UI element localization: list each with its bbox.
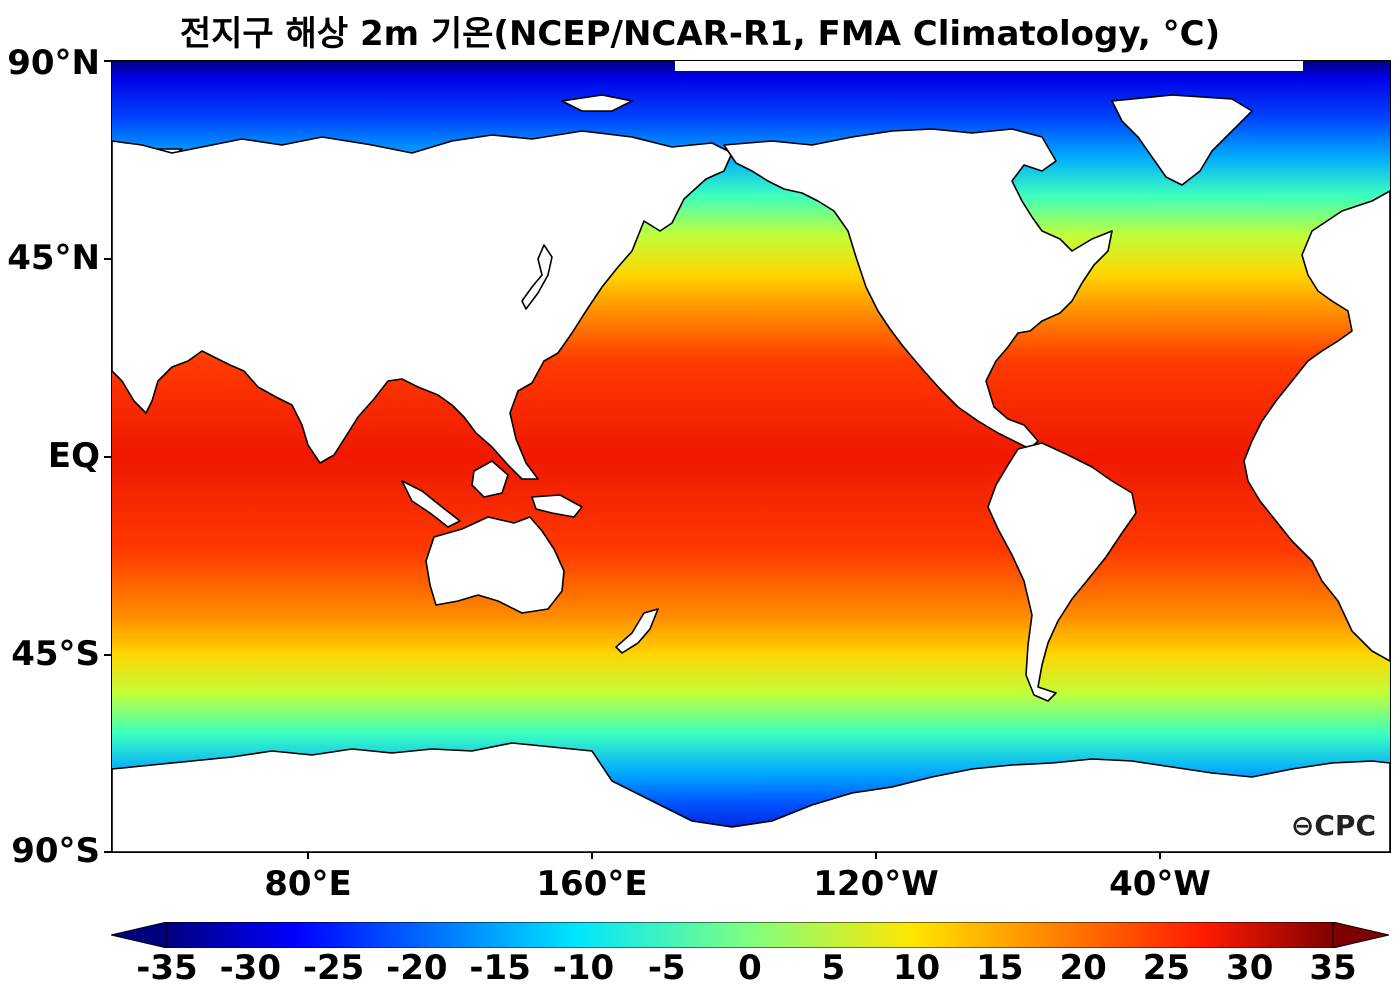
colorbar-tick-label: 15 <box>976 948 1024 988</box>
lat-tick <box>104 851 111 853</box>
ocpc-logo: ⊖CPC <box>1291 809 1376 842</box>
lon-tick <box>591 852 593 859</box>
lat-label-90n: 90°N <box>7 43 100 83</box>
temperature-field <box>112 61 1390 852</box>
colorbar-tick-label: 25 <box>1142 948 1191 988</box>
land-arctic-island <box>561 94 633 112</box>
lat-label-eq: EQ <box>47 436 100 476</box>
land-europe-africa <box>1243 190 1390 662</box>
logo-text: CPC <box>1314 809 1376 842</box>
colorbar-gradient <box>166 922 1334 948</box>
colorbar <box>111 922 1389 948</box>
lon-label-160e: 160°E <box>536 864 648 904</box>
land-south-america <box>987 442 1137 702</box>
colorbar-tick-label: 35 <box>1309 948 1357 988</box>
lat-label-45n: 45°N <box>7 238 100 278</box>
missing-data-strip <box>675 61 1303 71</box>
lon-label-40w: 40°W <box>1109 864 1211 904</box>
colorbar-tick-label: 0 <box>738 948 762 988</box>
colorbar-tick-label: 5 <box>821 948 846 988</box>
colorbar-tick-label: -20 <box>386 948 448 988</box>
lon-tick <box>307 852 309 859</box>
land-new-guinea <box>531 494 583 518</box>
lon-label-80e: 80°E <box>264 864 352 904</box>
land-indonesia <box>401 480 461 528</box>
colorbar-tick-label: 20 <box>1059 948 1107 988</box>
lon-tick <box>875 852 877 859</box>
land-australia <box>425 516 565 614</box>
colorbar-tick-label: -15 <box>469 948 531 988</box>
lat-tick <box>104 456 111 458</box>
land-new-zealand <box>615 608 659 654</box>
lat-tick <box>104 258 111 260</box>
land-borneo <box>471 460 509 498</box>
land-greenland <box>1111 94 1253 186</box>
lat-tick <box>104 60 111 62</box>
lat-tick <box>104 654 111 656</box>
land-north-america <box>723 128 1113 450</box>
map-title: 전지구 해상 2m 기온(NCEP/NCAR-R1, FMA Climatolo… <box>179 14 1221 54</box>
colorbar-min-extend <box>111 922 168 948</box>
colorbar-tick-label: -5 <box>647 948 686 988</box>
land-eurasia <box>112 130 733 480</box>
colorbar-tick-label: -25 <box>302 948 365 988</box>
lat-label-45s: 45°S <box>11 634 100 674</box>
colorbar-tick-label: -30 <box>219 948 281 988</box>
land-antarctica <box>112 742 1390 852</box>
lat-label-90s: 90°S <box>11 831 100 871</box>
lon-label-120w: 120°W <box>813 864 939 904</box>
logo-icon: ⊖ <box>1290 809 1315 842</box>
colorbar-tick-label: 10 <box>892 948 941 988</box>
lon-tick <box>1159 852 1161 859</box>
temperature-map: ⊖CPC <box>111 60 1391 853</box>
colorbar-tick-label: -35 <box>136 948 198 988</box>
colorbar-tick-label: -10 <box>552 948 615 988</box>
colorbar-max-extend <box>1332 922 1389 948</box>
colorbar-tick-label: 30 <box>1226 948 1274 988</box>
land-japan <box>521 244 553 310</box>
